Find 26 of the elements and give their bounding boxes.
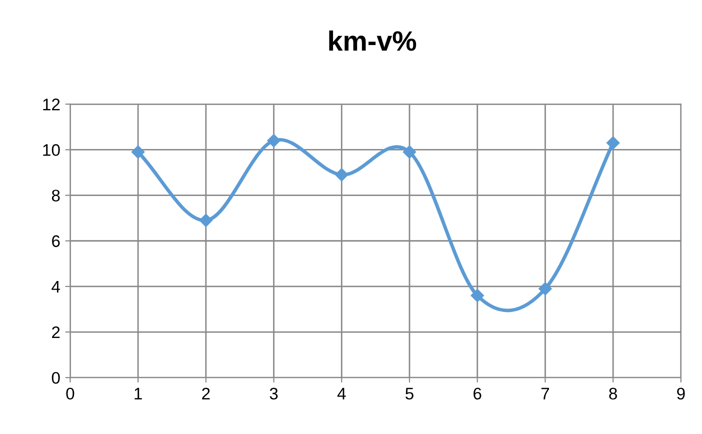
x-tick-label: 0 [66, 388, 74, 400]
point [538, 282, 552, 296]
x-tick-label: 3 [270, 388, 278, 400]
point [131, 145, 145, 159]
x-tick-label: 7 [541, 388, 550, 400]
point [199, 214, 213, 227]
x-tick-label: 6 [474, 388, 482, 400]
point [606, 136, 620, 150]
y-tick-label: 8 [52, 190, 60, 202]
point [335, 168, 348, 182]
x-tick-label: 9 [677, 388, 685, 400]
point [470, 288, 484, 302]
x-tick-label: 5 [406, 388, 414, 400]
point [267, 134, 280, 148]
y-tick-label: 10 [43, 144, 60, 156]
x-tick-label: 8 [609, 388, 617, 400]
y-tick-label: 12 [43, 98, 60, 110]
x-tick-label: 1 [134, 388, 142, 400]
y-tick-label: 6 [52, 235, 60, 248]
x-tick-label: 4 [337, 388, 346, 400]
y-tick-label: 2 [52, 326, 60, 338]
y-tick-label: 4 [52, 281, 60, 292]
point [402, 145, 416, 159]
chart-title: km-v% [329, 30, 416, 51]
y-tick-label: 0 [52, 372, 60, 384]
x-tick-label: 2 [202, 388, 210, 400]
